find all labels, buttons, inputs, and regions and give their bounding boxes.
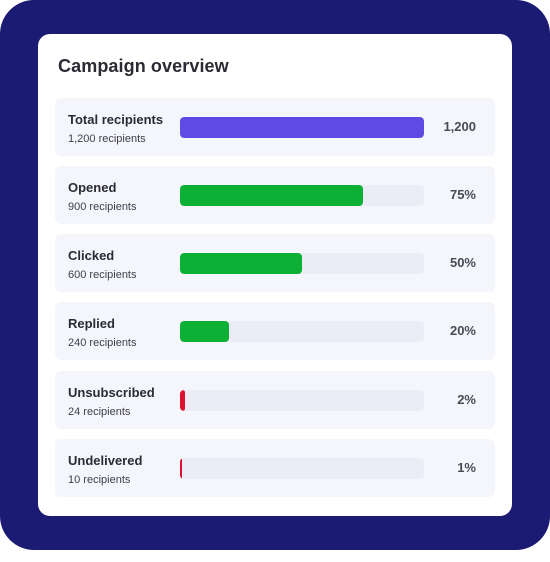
progress-fill: [180, 117, 424, 138]
stat-label: Undelivered: [68, 453, 143, 468]
progress-fill: [180, 321, 229, 342]
stat-row-unsubscribed: Unsubscribed 24 recipients 2%: [55, 371, 495, 429]
campaign-overview-card: Campaign overview Total recipients 1,200…: [38, 34, 512, 516]
stat-value: 1%: [457, 460, 476, 475]
stat-recipient-count: 600 recipients: [68, 269, 137, 281]
progress-fill: [180, 185, 363, 206]
progress-track: [180, 458, 424, 479]
stat-recipient-count: 24 recipients: [68, 406, 131, 418]
card-title: Campaign overview: [58, 56, 229, 76]
stat-label: Replied: [68, 316, 115, 331]
stat-value: 20%: [449, 323, 476, 338]
stat-value: 2%: [457, 392, 476, 407]
stat-value: 1,200: [443, 119, 476, 134]
progress-track: [180, 321, 424, 342]
stat-row-opened: Opened 900 recipients 75%: [55, 166, 495, 224]
background-frame: Campaign overview Total recipients 1,200…: [0, 0, 550, 550]
progress-fill: [180, 458, 183, 479]
stat-row-undelivered: Undelivered 10 recipients 1%: [55, 439, 495, 497]
progress-track: [180, 253, 424, 274]
stat-recipient-count: 240 recipients: [68, 337, 137, 349]
progress-track: [180, 390, 424, 411]
stat-label: Opened: [68, 180, 117, 195]
stat-label: Clicked: [68, 248, 115, 263]
stat-recipient-count: 10 recipients: [68, 474, 131, 486]
progress-fill: [180, 253, 302, 274]
progress-fill: [180, 390, 185, 411]
stat-recipient-count: 1,200 recipients: [68, 133, 146, 145]
progress-track: [180, 185, 424, 206]
stat-label: Unsubscribed: [68, 385, 155, 400]
progress-track: [180, 117, 424, 138]
stat-value: 50%: [449, 255, 476, 270]
stat-recipient-count: 900 recipients: [68, 201, 137, 213]
stat-label: Total recipients: [68, 112, 164, 127]
stat-row-clicked: Clicked 600 recipients 50%: [55, 234, 495, 292]
stat-row-total-recipients: Total recipients 1,200 recipients 1,200: [55, 98, 495, 156]
stat-row-replied: Replied 240 recipients 20%: [55, 302, 495, 360]
stat-value: 75%: [449, 187, 476, 202]
